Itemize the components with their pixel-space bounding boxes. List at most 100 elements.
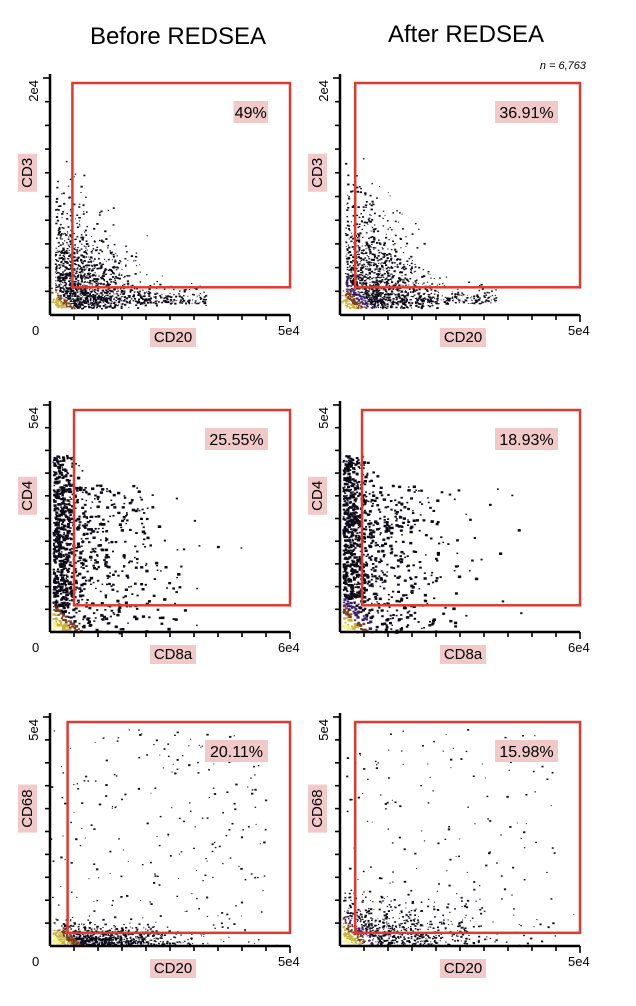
event-dot [80,589,83,592]
event-dot [410,268,412,270]
event-dot [59,251,62,254]
event-dot [483,295,486,297]
event-dot [68,501,71,503]
event-dot [73,268,76,271]
event-dot [377,260,379,262]
event-dot [55,270,58,272]
event-dot [67,624,70,627]
event-dot [81,243,83,245]
event-dot [109,250,112,252]
event-dot [94,296,97,298]
event-dot [375,293,377,295]
event-dot [70,288,72,290]
event-dot [95,283,98,285]
event-dot [405,289,407,291]
event-dot [195,288,198,290]
event-dot [364,291,367,293]
event-dot [54,263,57,265]
event-dot [346,579,349,582]
event-dot [105,617,109,621]
event-dot [345,301,348,303]
event-dot [103,269,107,272]
event-dot [103,559,106,562]
event-dot [69,457,72,459]
event-dot [61,238,63,240]
event-dot [350,573,353,576]
event-dot [68,264,71,267]
event-dot [373,307,376,309]
event-dot [63,276,65,279]
event-dot [386,257,389,260]
event-dot [345,545,349,548]
event-dot [363,500,367,504]
event-dot [140,297,143,299]
event-dot [382,210,385,212]
event-dot [352,545,354,547]
event-dot [350,531,354,535]
event-dot [73,233,75,235]
event-dot [55,558,57,560]
event-dot [383,301,386,304]
event-dot [65,515,69,518]
event-dot [67,273,70,276]
event-dot [57,463,60,465]
event-dot [143,538,146,541]
event-dot [57,252,59,253]
event-dot [66,597,69,600]
event-dot [105,289,108,291]
event-dot [69,290,72,293]
event-dot [354,508,357,511]
event-dot [101,302,103,304]
event-dot [426,281,429,283]
event-dot [351,272,353,274]
event-dot [97,298,100,300]
event-dot [342,610,345,613]
event-dot [369,236,372,239]
event-dot [86,253,88,255]
event-dot [87,293,89,295]
event-dot [403,296,406,299]
event-dot [429,506,432,509]
event-dot [94,289,96,291]
event-dot [344,522,348,525]
event-dot [359,261,362,263]
event-dot [474,302,476,304]
gate-percent: 36.91% [499,105,553,122]
event-dot [56,265,58,267]
event-dot [384,278,386,281]
event-dot [68,296,71,298]
event-dot [73,300,76,303]
event-dot [380,570,383,572]
event-dot [358,223,361,225]
event-dot [78,610,81,612]
event-dot [366,298,368,300]
event-dot [115,296,118,298]
event-dot [67,503,71,505]
event-dot [71,296,73,297]
event-dot [113,307,116,309]
event-dot [494,301,496,303]
event-dot [359,282,361,284]
event-dot [141,530,146,534]
event-dot [65,301,67,304]
event-dot [420,489,423,492]
event-dot [67,571,69,573]
event-dot [56,558,58,560]
event-dot [136,508,139,510]
event-dot [376,242,379,244]
event-dot [347,273,350,275]
event-dot [478,285,481,287]
event-dot [369,276,371,278]
event-dot [410,267,414,270]
event-dot [355,499,357,501]
event-dot [141,303,144,305]
event-dot [379,298,382,300]
event-dot [70,291,72,293]
event-dot [54,560,57,563]
event-dot [377,230,380,233]
event-dot [105,304,107,306]
event-dot [346,600,350,603]
event-dot [90,264,93,267]
event-dot [362,288,364,290]
event-dot [365,251,368,254]
